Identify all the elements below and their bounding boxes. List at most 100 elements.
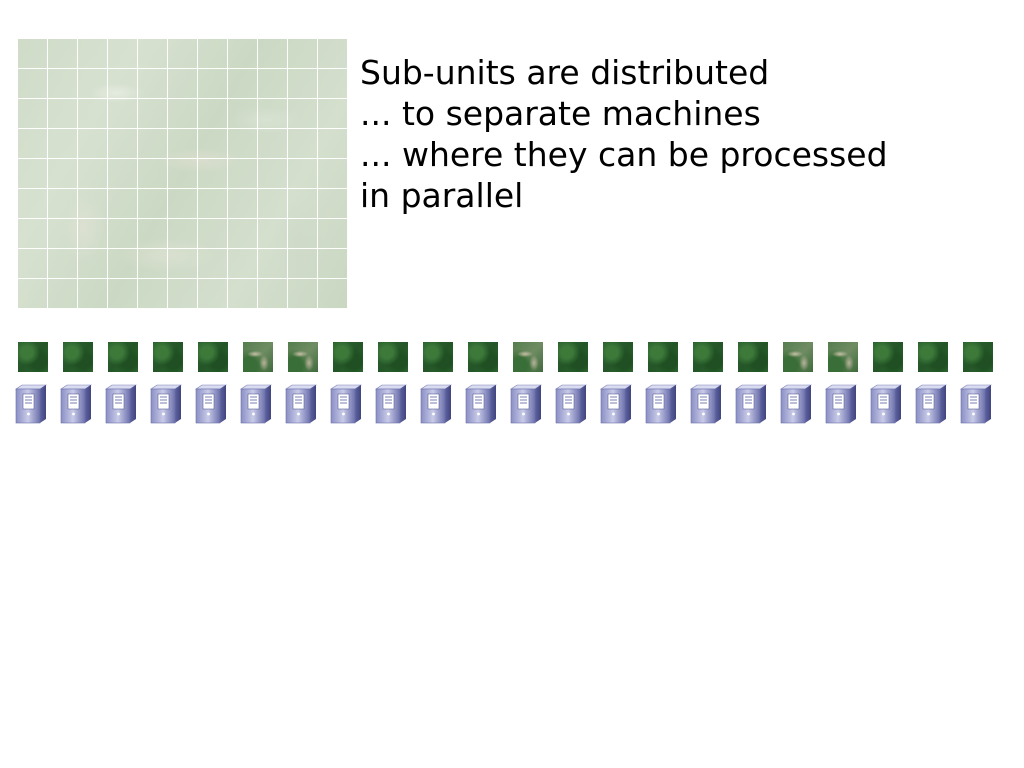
- grid-cell: [78, 69, 108, 99]
- grid-cell: [78, 189, 108, 219]
- grid-cell: [138, 99, 168, 129]
- sub-unit-tile: [873, 342, 903, 372]
- sub-unit-tile: [288, 342, 318, 372]
- grid-cell: [78, 219, 108, 249]
- server-tower-icon: [419, 383, 453, 425]
- grid-cell: [198, 159, 228, 189]
- sub-unit-tile: [18, 342, 48, 372]
- grid-cell: [258, 39, 288, 69]
- grid-cell: [228, 219, 258, 249]
- grid-cell: [108, 189, 138, 219]
- grid-cell: [108, 279, 138, 309]
- grid-cell: [108, 69, 138, 99]
- grid-cell: [258, 129, 288, 159]
- grid-cell: [18, 189, 48, 219]
- grid-cell: [48, 99, 78, 129]
- sub-unit-tile: [423, 342, 453, 372]
- grid-cell: [288, 39, 318, 69]
- server-tower-icon: [284, 383, 318, 425]
- grid-cell: [198, 39, 228, 69]
- grid-cell: [78, 159, 108, 189]
- grid-cell: [168, 69, 198, 99]
- grid-cell: [318, 279, 348, 309]
- caption-line-2: ... to separate machines: [360, 94, 761, 133]
- grid-cell: [258, 219, 288, 249]
- grid-cell: [288, 279, 318, 309]
- grid-cell: [318, 129, 348, 159]
- grid-cell: [48, 189, 78, 219]
- grid-cell: [78, 99, 108, 129]
- grid-cell: [48, 69, 78, 99]
- caption-line-1: Sub-units are distributed: [360, 53, 770, 92]
- sub-unit-tile: [558, 342, 588, 372]
- grid-cell: [18, 99, 48, 129]
- grid-cell: [198, 279, 228, 309]
- server-tower-icon: [959, 383, 993, 425]
- sub-unit-tile: [378, 342, 408, 372]
- grid-cell: [108, 99, 138, 129]
- grid-cell: [18, 69, 48, 99]
- server-tower-icon: [554, 383, 588, 425]
- server-tower-icon: [509, 383, 543, 425]
- grid-cell: [228, 189, 258, 219]
- server-tower-icon: [689, 383, 723, 425]
- server-tower-icon: [464, 383, 498, 425]
- grid-cell: [288, 189, 318, 219]
- grid-cell: [168, 159, 198, 189]
- caption-line-3: ... where they can be processed: [360, 135, 888, 174]
- grid-cell: [288, 159, 318, 189]
- grid-cell: [18, 219, 48, 249]
- sub-unit-tile: [648, 342, 678, 372]
- sub-unit-tile: [828, 342, 858, 372]
- sub-unit-tile: [333, 342, 363, 372]
- grid-cell: [108, 159, 138, 189]
- sub-unit-tile: [198, 342, 228, 372]
- grid-cell: [18, 39, 48, 69]
- grid-cell: [48, 39, 78, 69]
- grid-cell: [18, 129, 48, 159]
- grid-cell: [318, 189, 348, 219]
- caption: Sub-units are distributed ... to separat…: [360, 52, 1000, 216]
- grid-cell: [168, 39, 198, 69]
- grid-cell: [78, 39, 108, 69]
- sub-unit-tile: [108, 342, 138, 372]
- grid-cell: [138, 39, 168, 69]
- sub-unit-tile: [603, 342, 633, 372]
- grid-cell: [318, 249, 348, 279]
- sub-unit-tile: [63, 342, 93, 372]
- sub-unit-tile: [963, 342, 993, 372]
- grid-cell: [138, 189, 168, 219]
- grid-cell: [138, 279, 168, 309]
- grid-cell: [168, 99, 198, 129]
- grid-cell: [18, 249, 48, 279]
- grid-cell: [18, 279, 48, 309]
- grid-cell: [228, 159, 258, 189]
- grid-cell: [48, 249, 78, 279]
- server-tower-icon: [194, 383, 228, 425]
- grid-cell: [48, 219, 78, 249]
- sub-unit-tile: [918, 342, 948, 372]
- server-tower-icon: [374, 383, 408, 425]
- server-tower-icon: [824, 383, 858, 425]
- server-tower-icon: [599, 383, 633, 425]
- grid-cell: [228, 69, 258, 99]
- grid-cell: [168, 189, 198, 219]
- server-tower-icon: [869, 383, 903, 425]
- server-tower-icon: [239, 383, 273, 425]
- grid-cell: [198, 249, 228, 279]
- satellite-image-grid: [18, 39, 348, 309]
- sub-unit-tile: [738, 342, 768, 372]
- sub-unit-tile: [513, 342, 543, 372]
- server-tower-icon: [734, 383, 768, 425]
- grid-cell: [318, 39, 348, 69]
- grid-cell: [168, 219, 198, 249]
- grid-cell: [138, 129, 168, 159]
- grid-cell: [288, 129, 318, 159]
- grid-cell: [318, 99, 348, 129]
- grid-cell: [228, 129, 258, 159]
- grid-cell: [78, 279, 108, 309]
- grid-cell: [48, 129, 78, 159]
- grid-cell: [78, 129, 108, 159]
- grid-cell: [138, 159, 168, 189]
- grid-cell: [288, 219, 318, 249]
